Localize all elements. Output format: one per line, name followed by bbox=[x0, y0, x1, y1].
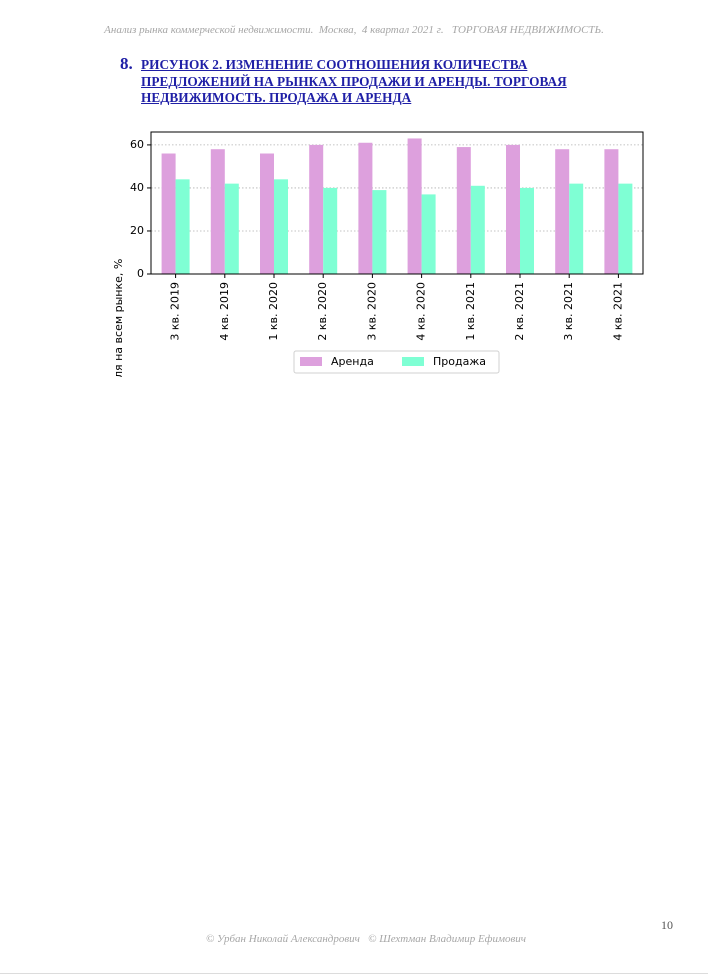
y-tick-label: 40 bbox=[130, 181, 144, 194]
legend-label: Продажа bbox=[433, 355, 486, 368]
legend-swatch bbox=[402, 357, 424, 366]
bar-prodazha bbox=[569, 183, 584, 274]
bar-prodazha bbox=[618, 183, 633, 274]
chart-bars bbox=[161, 138, 633, 274]
bar-prodazha bbox=[274, 179, 288, 274]
bar-prodazha bbox=[224, 183, 239, 274]
y-axis-label: Доля на всем рынке, % bbox=[112, 259, 125, 377]
bar-arenda bbox=[555, 149, 570, 274]
x-tick-label: 4 кв. 2021 bbox=[611, 282, 624, 341]
figure-number: 8. bbox=[120, 54, 133, 73]
chart-frame bbox=[150, 131, 644, 275]
x-tick-label: 1 кв. 2021 bbox=[464, 282, 477, 341]
legend-label: Аренда bbox=[331, 355, 374, 368]
bar-arenda bbox=[260, 153, 274, 274]
x-axis: 3 кв. 2019 4 кв. 2019 1 кв. 2020 2 кв. 2020… bbox=[169, 274, 624, 341]
bar-arenda bbox=[407, 138, 422, 274]
x-tick-label: 3 кв. 2019 bbox=[169, 282, 182, 341]
x-tick-label: 2 кв. 2020 bbox=[316, 282, 329, 341]
x-tick-label: 3 кв. 2020 bbox=[365, 282, 378, 341]
bar-prodazha bbox=[175, 179, 190, 274]
y-tick-label: 0 bbox=[137, 267, 144, 280]
x-tick-label: 3 кв. 2021 bbox=[562, 282, 575, 341]
bar-arenda bbox=[604, 149, 619, 274]
bar-arenda bbox=[210, 149, 225, 274]
page-number: 10 bbox=[661, 918, 673, 932]
page-bottom-rule bbox=[0, 973, 708, 974]
x-tick-label: 4 кв. 2019 bbox=[218, 282, 231, 341]
bar-prodazha bbox=[520, 187, 534, 274]
bar-arenda bbox=[456, 147, 471, 274]
bar-prodazha bbox=[323, 187, 338, 274]
y-tick-label: 20 bbox=[130, 224, 144, 237]
legend-box bbox=[293, 350, 500, 374]
y-axis: 0 20 40 60 bbox=[130, 138, 151, 280]
legend-swatch bbox=[300, 357, 322, 366]
figure-caption: РИСУНОК 2. ИЗМЕНЕНИЕ СООТНОШЕНИЯ КОЛИЧЕС… bbox=[141, 57, 567, 105]
bar-arenda bbox=[506, 144, 520, 274]
bar-prodazha bbox=[470, 185, 485, 274]
x-tick-label: 2 кв. 2021 bbox=[513, 282, 526, 341]
bar-prodazha bbox=[372, 190, 387, 274]
bar-arenda bbox=[309, 144, 324, 274]
y-tick-label: 60 bbox=[130, 138, 144, 151]
footer-copyright: © Урбан Николай Александрович © Шехтман … bbox=[205, 933, 527, 945]
bar-chart: 0 20 40 60 3 кв. 2019 4 кв. 2019 1 кв. 2020 2 … bbox=[112, 131, 644, 377]
bar-prodazha bbox=[421, 194, 436, 274]
chart-legend: Аренда Продажа bbox=[293, 350, 500, 374]
x-tick-label: 1 кв. 2020 bbox=[267, 282, 280, 341]
x-tick-label: 4 кв. 2020 bbox=[415, 282, 428, 341]
bar-arenda bbox=[358, 142, 373, 274]
running-header: Анализ рынка коммерческой недвижимости. … bbox=[104, 24, 604, 36]
bar-arenda bbox=[161, 153, 176, 274]
